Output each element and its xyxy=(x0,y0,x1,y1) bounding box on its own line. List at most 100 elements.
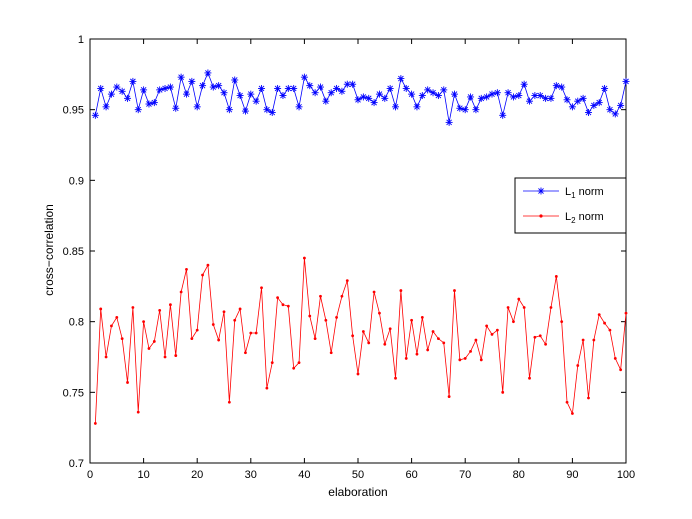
data-point xyxy=(547,94,555,102)
data-point xyxy=(453,289,456,292)
data-point xyxy=(592,338,596,342)
data-point xyxy=(190,337,194,341)
data-point xyxy=(488,90,496,98)
data-point xyxy=(544,342,547,346)
series-layer xyxy=(91,69,630,425)
data-point xyxy=(134,106,142,114)
data-point xyxy=(590,101,598,109)
data-point xyxy=(499,111,507,119)
legend-marker xyxy=(539,214,543,218)
data-point xyxy=(222,310,226,314)
data-point xyxy=(424,86,432,94)
y-tick-label: 0.7 xyxy=(69,458,84,470)
data-point xyxy=(418,92,426,100)
x-tick-label: 60 xyxy=(405,469,417,481)
data-point xyxy=(172,104,180,112)
data-point xyxy=(185,267,188,271)
data-point xyxy=(295,103,303,111)
data-point xyxy=(375,90,383,98)
data-point xyxy=(493,89,501,97)
data-point xyxy=(211,323,215,326)
data-point xyxy=(429,89,437,97)
data-point xyxy=(474,338,478,342)
data-point xyxy=(608,328,612,332)
data-point xyxy=(150,99,158,107)
data-point xyxy=(340,294,344,298)
data-point xyxy=(538,334,542,338)
x-axis-label: elaboration xyxy=(328,485,387,499)
data-point xyxy=(506,306,510,309)
data-point xyxy=(383,342,387,346)
data-point xyxy=(199,82,207,90)
x-tick-label: 90 xyxy=(566,469,578,481)
data-point xyxy=(563,96,571,104)
data-point xyxy=(392,103,400,111)
data-point xyxy=(402,84,410,92)
data-point xyxy=(461,106,469,114)
data-point xyxy=(485,324,489,328)
data-point xyxy=(367,341,371,345)
x-tick-label: 50 xyxy=(352,469,364,481)
data-point xyxy=(306,82,314,90)
data-point xyxy=(450,90,458,98)
data-point xyxy=(597,313,601,316)
data-point xyxy=(434,92,442,100)
data-point xyxy=(479,358,483,362)
x-tick-label: 10 xyxy=(137,469,149,481)
data-point xyxy=(520,80,528,88)
y-tick-label: 1 xyxy=(78,34,84,46)
data-point xyxy=(365,94,373,102)
data-point xyxy=(140,86,148,94)
data-point xyxy=(324,318,328,322)
data-point xyxy=(268,108,276,116)
y-tick-label: 0.8 xyxy=(69,317,84,329)
data-point xyxy=(91,111,99,119)
data-point xyxy=(286,304,290,308)
data-point xyxy=(195,328,199,332)
data-point xyxy=(361,330,365,333)
data-point xyxy=(206,263,210,267)
data-point xyxy=(603,321,606,325)
data-point xyxy=(619,368,623,372)
data-point xyxy=(102,103,110,111)
data-point xyxy=(587,396,590,400)
data-point xyxy=(381,94,389,102)
data-point xyxy=(319,294,322,298)
data-point xyxy=(270,361,274,365)
data-point xyxy=(576,364,580,367)
data-point xyxy=(404,357,408,360)
data-point xyxy=(469,349,472,353)
data-point xyxy=(124,94,132,102)
data-point xyxy=(431,330,435,333)
y-tick-label: 0.85 xyxy=(63,246,84,258)
data-point xyxy=(209,83,217,91)
data-point xyxy=(338,87,346,95)
data-point xyxy=(351,334,355,338)
data-point xyxy=(394,376,397,380)
data-point xyxy=(584,108,592,116)
data-point xyxy=(408,90,416,98)
legend-marker xyxy=(537,187,545,195)
data-point xyxy=(581,338,585,342)
data-point xyxy=(568,103,576,111)
data-point xyxy=(372,290,376,294)
data-point xyxy=(99,307,103,311)
legend-label: L2 norm xyxy=(565,211,604,225)
data-point xyxy=(437,337,440,341)
y-tick-label: 0.9 xyxy=(69,175,84,187)
plot-area xyxy=(89,38,627,464)
data-point xyxy=(163,355,167,359)
data-point xyxy=(463,357,467,360)
data-point xyxy=(281,303,285,307)
data-point xyxy=(440,86,448,94)
data-point xyxy=(113,83,121,91)
data-point xyxy=(220,89,228,97)
data-point xyxy=(182,90,190,98)
data-point xyxy=(161,84,169,92)
data-point xyxy=(415,352,419,356)
data-point xyxy=(501,390,505,394)
data-point xyxy=(611,110,619,118)
data-point xyxy=(215,82,223,90)
data-point xyxy=(349,80,357,88)
data-point xyxy=(147,347,151,350)
